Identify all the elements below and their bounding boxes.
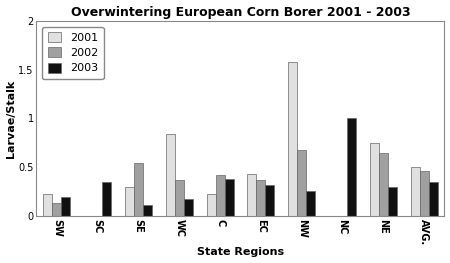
Bar [388,186,397,216]
Bar [370,143,379,216]
Bar [297,150,306,216]
Bar [347,118,356,216]
Bar [410,167,419,216]
Bar [428,182,437,216]
Bar [125,186,134,216]
Bar [175,180,184,216]
Bar [288,62,297,216]
Bar [248,174,256,216]
Bar [184,199,193,216]
Bar [207,194,216,216]
Bar [306,191,315,216]
Bar [166,134,175,216]
Bar [266,185,274,216]
Bar [419,171,428,216]
X-axis label: State Regions: State Regions [197,247,284,257]
Bar [61,197,70,216]
Title: Overwintering European Corn Borer 2001 - 2003: Overwintering European Corn Borer 2001 -… [71,6,410,19]
Bar [256,180,266,216]
Bar [52,203,61,216]
Bar [379,153,388,216]
Legend: 2001, 2002, 2003: 2001, 2002, 2003 [42,27,104,79]
Bar [143,205,152,216]
Y-axis label: Larvae/Stalk: Larvae/Stalk [5,79,16,158]
Bar [43,194,52,216]
Bar [225,179,234,216]
Bar [102,182,111,216]
Bar [216,175,225,216]
Bar [134,163,143,216]
